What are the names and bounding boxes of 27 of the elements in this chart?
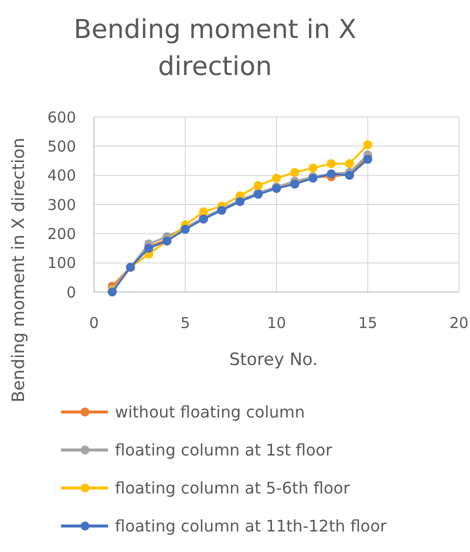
- y-tick-label: 100: [47, 254, 76, 272]
- chart-title: Bending moment in X direction: [74, 15, 356, 82]
- y-tick-label: 0: [66, 283, 76, 302]
- point: [363, 154, 372, 164]
- x-tick-label: 5: [180, 314, 190, 332]
- point: [363, 140, 372, 150]
- y-axis-title: Bending moment in X direction: [9, 138, 29, 402]
- y-tick-label: 200: [47, 224, 76, 243]
- x-tick-label: 15: [358, 314, 378, 332]
- x-axis-title: Storey No.: [229, 350, 318, 370]
- legend-label: without floating column: [115, 402, 305, 422]
- y-tick-label: 300: [47, 196, 76, 214]
- y-tick-label: 400: [47, 166, 76, 185]
- point: [326, 159, 336, 168]
- x-tick-label: 20: [449, 314, 469, 332]
- point: [290, 168, 300, 177]
- point: [272, 174, 281, 183]
- legend-label: floating column at 11th-12th floor: [115, 516, 387, 536]
- legend-label: floating column at 5-6th floor: [115, 478, 350, 498]
- legend-label: floating column at 1st floor: [115, 440, 332, 460]
- y-tick-label: 600: [47, 108, 76, 126]
- y-tick-label: 500: [47, 137, 76, 156]
- point: [254, 181, 263, 190]
- point: [345, 159, 354, 168]
- x-tick-label: 10: [266, 314, 286, 332]
- x-tick-label: 0: [89, 314, 99, 332]
- point: [308, 164, 318, 173]
